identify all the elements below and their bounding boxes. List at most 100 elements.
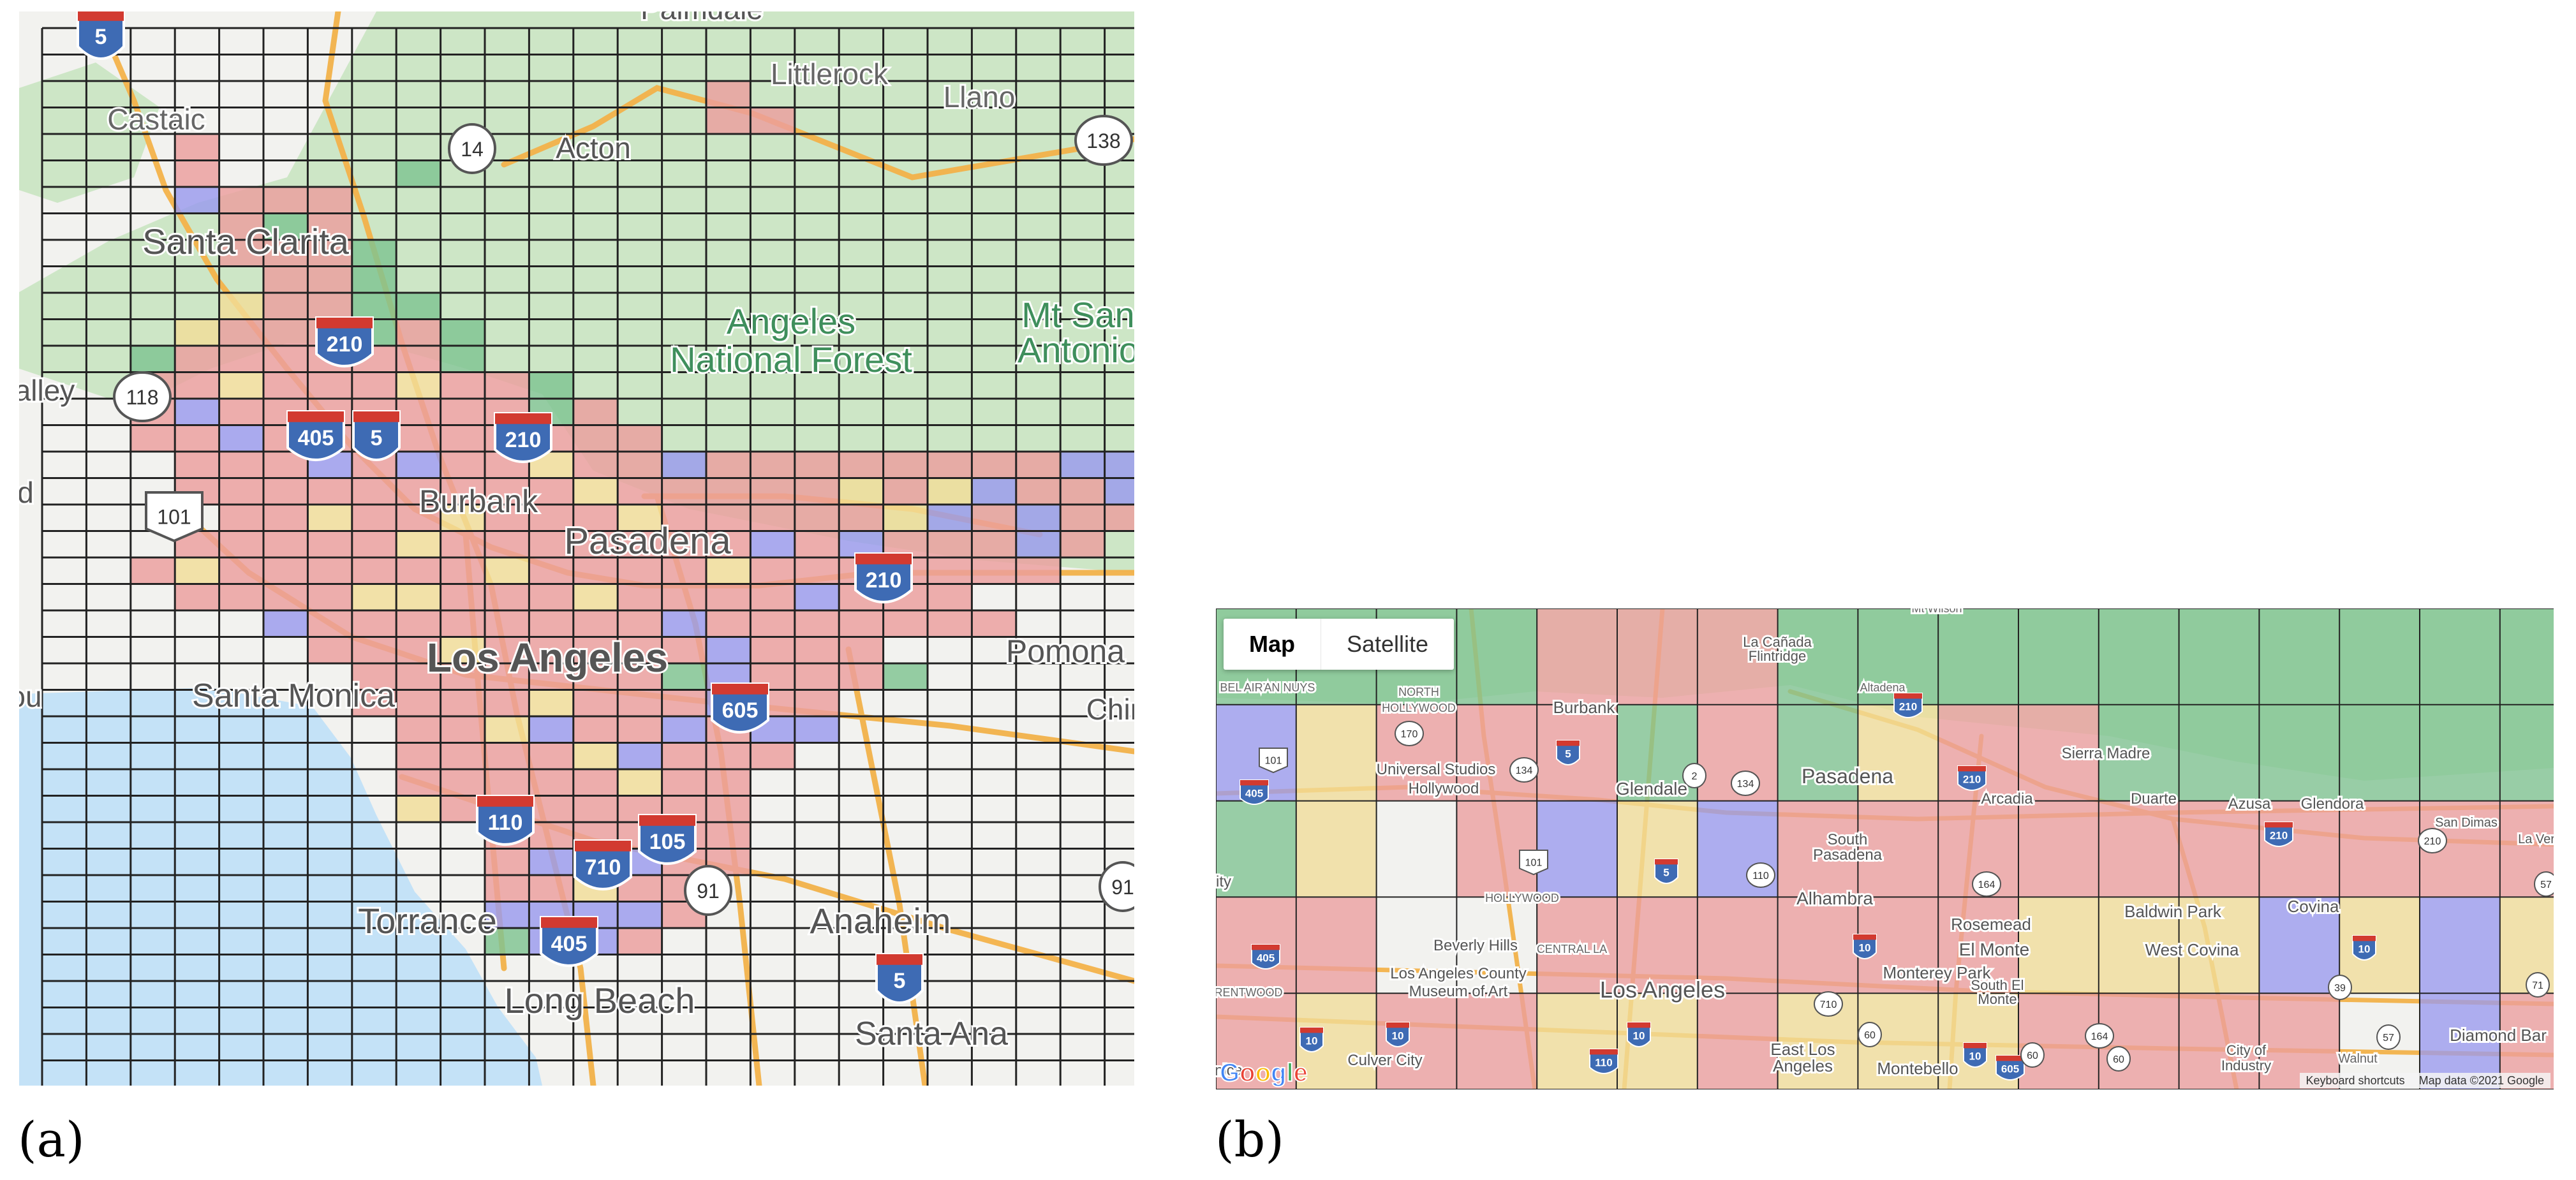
svg-text:10: 10 <box>1392 1030 1404 1042</box>
map-b-route-5-shield-icon: 5 <box>1556 740 1580 765</box>
map-a-route-101-shield-icon: 101 <box>145 491 204 543</box>
map-a-route-110-shield-icon: 110 <box>476 795 535 846</box>
place-b-alhambra: Alhambra <box>1796 889 1873 908</box>
place-b-azusa: Azusa <box>2228 795 2271 813</box>
place-b-hollywood: HOLLYWOOD <box>1485 892 1559 904</box>
map-b-route-110-shield-icon: 110 <box>1589 1049 1618 1074</box>
svg-text:405: 405 <box>1245 788 1263 800</box>
map-a-route-5-shield-icon: 5 <box>875 953 924 1004</box>
place-a-antonio: Antonio <box>1018 330 1134 370</box>
map-b-route-164-shield-icon: 164 <box>2085 1023 2114 1049</box>
place-b-ity: ity <box>1216 873 1231 890</box>
svg-text:138: 138 <box>1086 129 1120 152</box>
map-type-satellite-button[interactable]: Satellite <box>1321 619 1454 670</box>
svg-text:14: 14 <box>461 138 484 161</box>
place-b-culver-city: Culver City <box>1347 1052 1422 1069</box>
place-a-acton: Acton <box>556 131 631 165</box>
svg-text:60: 60 <box>1864 1030 1876 1041</box>
map-b-route-134-shield-icon: 134 <box>1731 771 1760 796</box>
place-b-flintridge: Flintridge <box>1749 648 1806 664</box>
svg-text:5: 5 <box>1565 748 1571 760</box>
place-b-city-of: City of <box>2226 1042 2267 1058</box>
place-b-hollywood: HOLLYWOOD <box>1382 702 1456 714</box>
map-b-route-10-shield-icon: 10 <box>1627 1022 1651 1047</box>
map-b-route-60-shield-icon: 60 <box>1858 1022 1882 1047</box>
place-b-monterey-park: Monterey Park <box>1883 963 1991 982</box>
map-b-route-10-shield-icon: 10 <box>1853 934 1877 959</box>
caption-a: (a) <box>18 1111 85 1168</box>
svg-text:10: 10 <box>2358 943 2371 955</box>
place-a-santa-clarita: Santa Clarita <box>142 221 350 262</box>
svg-text:10: 10 <box>1633 1030 1645 1042</box>
map-attribution: Keyboard shortcuts Map data ©2021 Google <box>2299 1073 2550 1088</box>
place-b-glendora: Glendora <box>2301 795 2364 813</box>
map-b-route-210-shield-icon: 210 <box>1893 693 1923 718</box>
place-a-anaheim: Anaheim <box>810 901 951 941</box>
map-b-route-60-shield-icon: 60 <box>2020 1042 2045 1068</box>
place-b-glendale: Glendale <box>1616 779 1687 799</box>
svg-text:210: 210 <box>2424 836 2441 847</box>
place-b-bel-air: BEL AIR <box>1220 681 1262 694</box>
place-a-santa-monica: Santa Monica <box>192 677 395 714</box>
map-b-route-134-shield-icon: 134 <box>1509 757 1539 783</box>
place-b-la-ver: La Ver <box>2518 832 2554 846</box>
map-b-route-10-shield-icon: 10 <box>1963 1042 1987 1068</box>
place-a-d: d <box>19 476 34 509</box>
map-b-route-10-shield-icon: 10 <box>2352 935 2376 961</box>
svg-text:5: 5 <box>371 426 383 450</box>
place-a-los-angeles: Los Angeles <box>427 635 668 681</box>
place-b-walnut: Walnut <box>2338 1052 2378 1066</box>
place-a-mt-san: Mt San <box>1021 295 1134 335</box>
place-a-chin: Chin <box>1086 693 1134 726</box>
map-a-route-210-shield-icon: 210 <box>854 552 913 603</box>
map-b-route-405-shield-icon: 405 <box>1251 944 1280 970</box>
place-b-covina: Covina <box>2288 897 2339 916</box>
place-a-national-forest: National Forest <box>670 339 912 380</box>
place-b-south-el: South El <box>1971 977 2024 993</box>
svg-text:5: 5 <box>894 969 906 993</box>
place-a-pasadena: Pasadena <box>564 520 731 562</box>
place-b-diamond-bar: Diamond Bar <box>2450 1026 2547 1045</box>
svg-text:210: 210 <box>866 568 902 593</box>
map-a[interactable]: 5 14 138 210 118 405 5 210 101 210 605 110 105 710 91 4… <box>19 11 1134 1086</box>
svg-text:110: 110 <box>1595 1057 1612 1069</box>
svg-text:57: 57 <box>2540 880 2552 890</box>
place-b-monte: Monte <box>1978 991 2017 1007</box>
svg-text:164: 164 <box>1978 880 1995 890</box>
map-a-route-605-shield-icon: 605 <box>711 682 769 734</box>
svg-text:605: 605 <box>2001 1063 2019 1075</box>
svg-text:210: 210 <box>505 428 542 452</box>
map-a-route-14-shield-icon: 14 <box>448 123 496 174</box>
place-a-pomona: Pomona <box>1006 633 1125 669</box>
svg-text:710: 710 <box>1820 999 1837 1010</box>
place-b-sierra-madre: Sierra Madre <box>2062 745 2150 762</box>
svg-text:405: 405 <box>298 426 334 450</box>
map-a-route-138-shield-icon: 138 <box>1074 115 1133 166</box>
google-logo[interactable]: Google <box>1219 1058 1308 1088</box>
svg-text:101: 101 <box>157 505 191 528</box>
place-b-mt-wilson: Mt Wilson <box>1911 608 1962 615</box>
map-b-route-210-shield-icon: 210 <box>2264 822 2293 847</box>
svg-text:210: 210 <box>1899 701 1917 713</box>
svg-text:57: 57 <box>2383 1033 2394 1044</box>
map-b[interactable]: 101 170 5 134 2 134 210 210 405 210 101 5 110 164 210 5… <box>1216 608 2554 1089</box>
svg-text:5: 5 <box>95 25 107 49</box>
map-b-route-170-shield-icon: 170 <box>1395 721 1424 746</box>
place-b-east-los: East Los <box>1770 1040 1835 1059</box>
place-b-museum-of-art: Museum of Art <box>1409 983 1508 1000</box>
svg-text:110: 110 <box>488 811 523 835</box>
map-type-map-button[interactable]: Map <box>1249 631 1295 657</box>
svg-text:10: 10 <box>1859 942 1871 954</box>
map-a-route-405-shield-icon: 405 <box>540 916 598 967</box>
caption-b: (b) <box>1215 1111 1284 1168</box>
svg-text:118: 118 <box>126 386 158 409</box>
svg-text:210: 210 <box>1963 774 1981 786</box>
svg-text:605: 605 <box>722 698 759 723</box>
place-b-central-la: CENTRAL LA <box>1537 943 1607 955</box>
place-b-duarte: Duarte <box>2131 790 2177 808</box>
place-b-angeles: Angeles <box>1773 1056 1833 1075</box>
place-b-van-nuys: VAN NUYS <box>1257 681 1315 694</box>
place-a-alley: alley <box>19 374 75 407</box>
map-b-route-101-shield-icon: 101 <box>1519 850 1548 876</box>
keyboard-shortcuts-link[interactable]: Keyboard shortcuts <box>2306 1073 2405 1087</box>
